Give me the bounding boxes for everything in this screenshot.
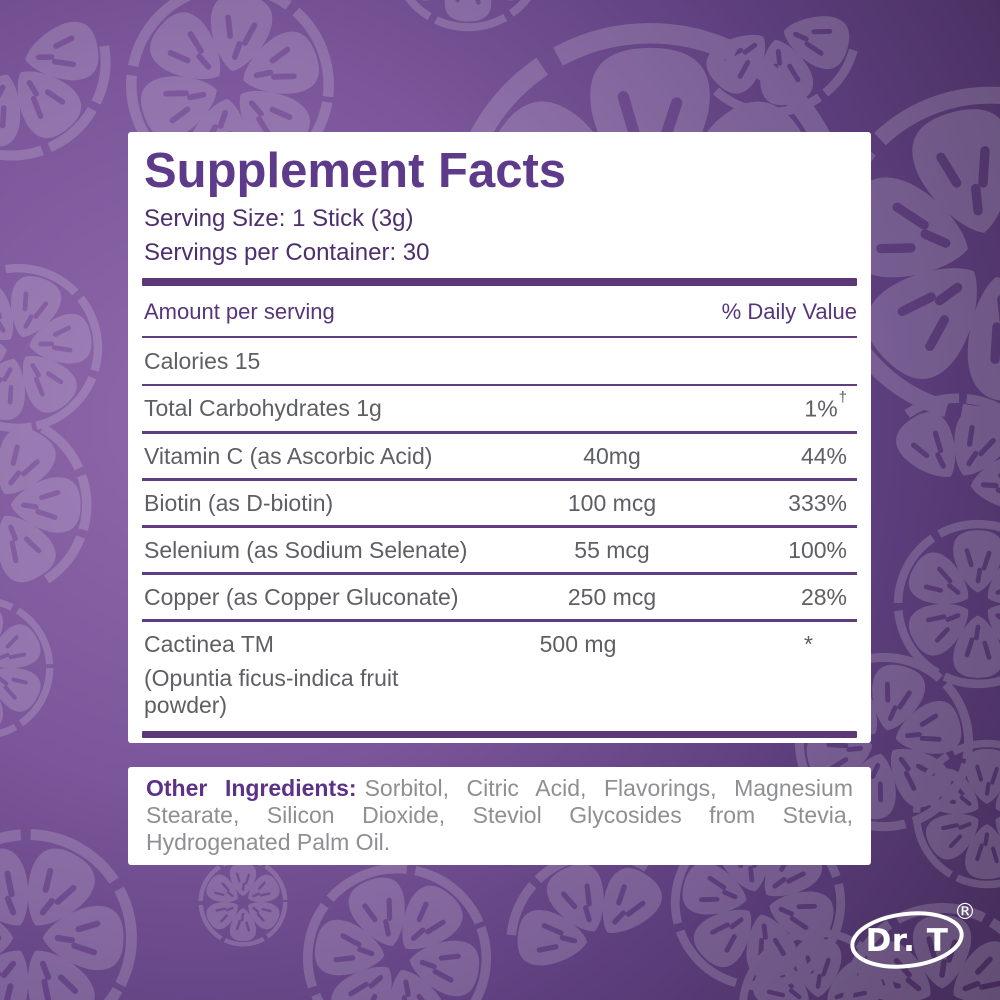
nutrient-amount: 500 mg <box>539 630 617 657</box>
nutrient-daily-value: 100% <box>788 536 847 563</box>
nutrient-daily-value: 44% <box>800 442 847 469</box>
nutrient-name: Biotin (as D-biotin) <box>144 489 334 516</box>
nutrient-name-main: Cactinea TM <box>144 630 274 657</box>
daily-value-header: % Daily Value <box>721 299 857 324</box>
nutrient-daily-value: * <box>804 630 813 657</box>
nutrient-amount: 40mg <box>583 442 641 469</box>
table-row-vitamin-c: Vitamin C (as Ascorbic Acid) 40mg 44% <box>142 434 857 481</box>
divider-thick-bar-footnote <box>142 730 857 738</box>
table-row-biotin: Biotin (as D-biotin) 100 mcg 333% <box>142 481 857 528</box>
nutrient-name-sub: (Opuntia ficus-indica fruit powder) <box>144 664 399 718</box>
dr-t-logo: Dr. T ® <box>850 900 976 969</box>
nutrient-amount: 100 mcg <box>567 489 657 516</box>
other-ingredients-text: Other Ingredients: Sorbitol, Citric Acid,… <box>146 775 853 855</box>
nutrient-name: Vitamin C (as Ascorbic Acid) <box>144 442 433 469</box>
nutrient-name: Selenium (as Sodium Selenate) <box>144 536 468 563</box>
calories-label: Calories 15 <box>144 348 261 374</box>
table-row-copper: Copper (as Copper Gluconate) 250 mcg 28% <box>142 575 857 622</box>
servings-per-container: Servings per Container: 30 <box>144 239 430 266</box>
nutrient-amount <box>512 395 712 423</box>
nutrient-daily-value: 28% <box>800 583 847 610</box>
table-row-cactinea: Cactinea TM (Opuntia ficus-indica fruit … <box>142 622 857 731</box>
supplement-facts-panel: Supplement Facts Serving Size: 1 Stick (… <box>128 132 871 743</box>
nutrient-name: Cactinea TM (Opuntia ficus-indica fruit … <box>144 631 478 719</box>
nutrient-amount: 250 mcg <box>567 583 657 610</box>
divider-thick-bar <box>142 278 857 286</box>
nutrient-name: Copper (as Copper Gluconate) <box>144 583 459 610</box>
dagger-mark: † <box>838 389 847 406</box>
serving-size: Serving Size: 1 Stick (3g) <box>144 205 414 232</box>
logo-text: Dr. T <box>866 923 949 959</box>
nutrient-name: Total Carbohydrates 1g <box>144 395 382 421</box>
other-ingredients-label: Other Ingredients: <box>146 775 357 801</box>
nutrient-daily-value: 333% <box>788 489 847 516</box>
logo-ellipse <box>850 911 964 969</box>
table-row-calories: Calories 15 <box>142 338 857 386</box>
other-ingredients-panel: Other Ingredients: Sorbitol, Citric Acid,… <box>128 767 871 865</box>
table-header-row: Amount per serving % Daily Value <box>142 286 857 338</box>
nutrient-amount: 55 mcg <box>574 536 650 563</box>
panel-title: Supplement Facts <box>144 144 567 198</box>
registered-trademark-icon: ® <box>954 900 976 925</box>
table-row-selenium: Selenium (as Sodium Selenate) 55 mcg 100… <box>142 528 857 575</box>
table-row-total-carbohydrates: Total Carbohydrates 1g 1%† <box>142 386 857 434</box>
nutrient-daily-value: 1%† <box>804 389 847 422</box>
amount-per-serving-header: Amount per serving <box>144 299 335 324</box>
